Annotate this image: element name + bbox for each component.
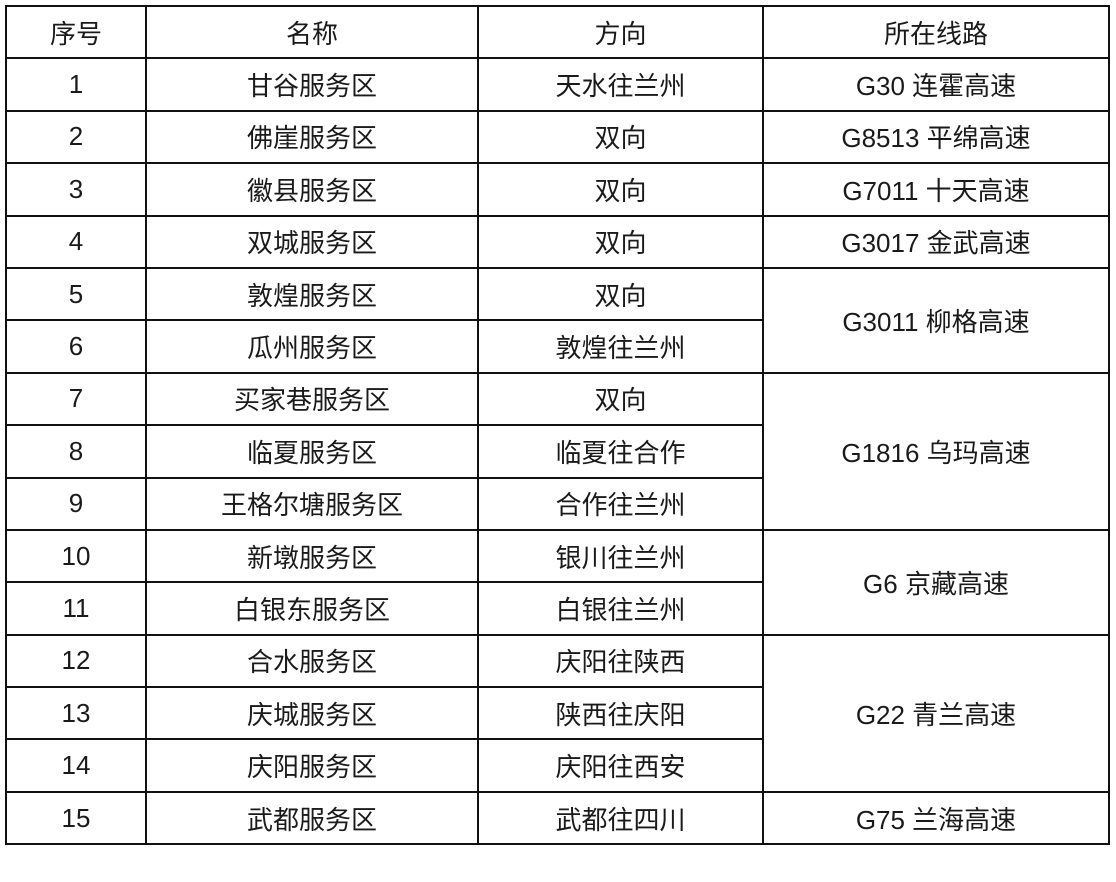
table-row: 11 白银东服务区 白银往兰州 [5,581,1109,636]
cell-route: G3011 柳格高速 [762,266,1110,374]
cell-no: 6 [5,319,147,374]
cell-route: G6 京藏高速 [762,528,1110,636]
table-row: 3 徽县服务区 双向 G7011 十天高速 [5,162,1110,217]
cell-name: 敦煌服务区 [145,266,479,322]
cell-no: 5 [5,266,147,322]
cell-no: 9 [5,476,147,531]
cell-route: G75 兰海高速 [762,790,1110,846]
cell-no: 15 [5,790,147,846]
table-row: 10 新墩服务区 银川往兰州 G6 京藏高速 [5,528,1110,636]
cell-no: 8 [5,424,147,479]
cell-direction: 双向 [477,162,764,217]
cell-direction: 临夏往合作 [477,424,764,479]
header-route: 所在线路 [762,4,1110,60]
cell-name: 双城服务区 [145,214,479,269]
cell-no: 3 [5,162,147,217]
cell-route: G8513 平绵高速 [762,109,1110,165]
cell-name: 佛崖服务区 [145,109,479,165]
cell-route: G1816 乌玛高速 [762,371,1110,531]
cell-route: G30 连霍高速 [762,57,1110,112]
header-name: 名称 [145,4,479,60]
table-row: 14 庆阳服务区 庆阳往西安 [5,738,1109,793]
table-row: 6 瓜州服务区 敦煌往兰州 [5,319,1109,374]
cell-name: 王格尔塘服务区 [145,476,479,531]
cell-direction: 陕西往庆阳 [477,686,764,741]
cell-name: 徽县服务区 [145,162,479,217]
cell-direction: 天水往兰州 [477,57,764,112]
table-row: 7 买家巷服务区 双向 G1816 乌玛高速 [5,371,1110,531]
table-row: 13 庆城服务区 陕西往庆阳 [5,686,1109,741]
cell-direction: 合作往兰州 [477,476,764,531]
service-area-table: 序号 名称 方向 所在线路 1 甘谷服务区 天水往兰州 G30 连霍高速 2 佛崖服务区双… [5,4,1110,846]
table-row: 1 甘谷服务区 天水往兰州 G30 连霍高速 [5,57,1110,112]
table-row: 8 临夏服务区 临夏往合作 [5,424,1109,479]
cell-name: 甘谷服务区 [145,57,479,112]
cell-route: G22 青兰高速 [762,633,1110,793]
table-row: 5 敦煌服务区 双向 G3011 柳格高速 [5,266,1110,374]
cell-route: G3017 金武高速 [762,214,1110,269]
cell-name: 买家巷服务区 [145,371,479,427]
cell-direction: 双向 [477,214,764,269]
cell-name: 合水服务区 [145,633,479,689]
cell-no: 10 [5,528,147,584]
cell-name: 白银东服务区 [145,581,479,636]
table-row: 12 合水服务区 庆阳往陕西 G22 青兰高速 [5,633,1110,793]
cell-name: 庆城服务区 [145,686,479,741]
cell-direction: 武都往四川 [477,790,764,846]
header-row: 序号 名称 方向 所在线路 [5,4,1110,60]
cell-no: 14 [5,738,147,793]
cell-no: 4 [5,214,147,269]
cell-direction: 银川往兰州 [477,528,764,584]
cell-name: 武都服务区 [145,790,479,846]
cell-direction: 庆阳往陕西 [477,633,764,689]
table-row: 15 武都服务区 武都往四川 G75 兰海高速 [5,790,1110,846]
table-row: 2 佛崖服务区 双向 G8513 平绵高速 [5,109,1110,165]
cell-no: 7 [5,371,147,427]
cell-name: 庆阳服务区 [145,738,479,793]
cell-no: 1 [5,57,147,112]
table-row: 9 王格尔塘服务区 合作往兰州 [5,476,1109,531]
cell-no: 2 [5,109,147,165]
cell-direction: 双向 [477,266,764,322]
cell-direction: 敦煌往兰州 [477,319,764,374]
cell-direction: 白银往兰州 [477,581,764,636]
cell-direction: 双向 [477,109,764,165]
cell-name: 瓜州服务区 [145,319,479,374]
header-direction: 方向 [477,4,764,60]
cell-no: 13 [5,686,147,741]
cell-direction: 双向 [477,371,764,427]
cell-name: 新墩服务区 [145,528,479,584]
table-row: 4 双城服务区 双向 G3017 金武高速 [5,214,1110,269]
cell-route: G7011 十天高速 [762,162,1110,217]
cell-name: 临夏服务区 [145,424,479,479]
cell-no: 11 [5,581,147,636]
cell-direction: 庆阳往西安 [477,738,764,793]
header-no: 序号 [5,4,147,60]
cell-no: 12 [5,633,147,689]
